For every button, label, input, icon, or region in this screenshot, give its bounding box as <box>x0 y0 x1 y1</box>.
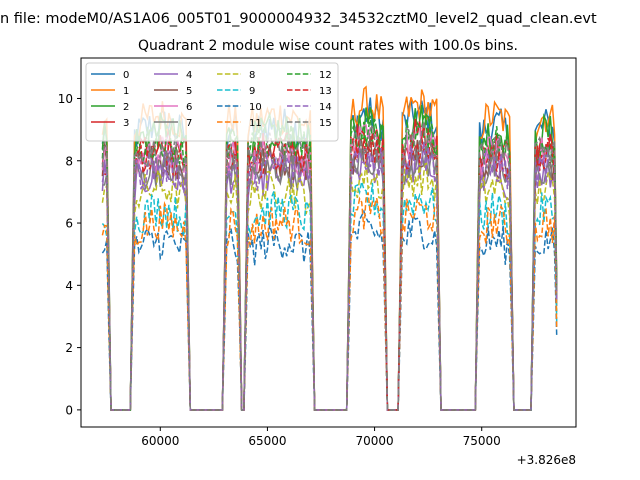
legend-label-3: 3 <box>123 118 129 129</box>
legend-label-2: 2 <box>123 102 129 113</box>
legend-label-14: 14 <box>319 102 332 113</box>
legend-label-1: 1 <box>123 86 129 97</box>
legend-label-13: 13 <box>319 86 332 97</box>
legend-label-15: 15 <box>319 118 332 129</box>
x-tick-label: 75000 <box>463 434 501 448</box>
series-line-8 <box>101 160 558 411</box>
y-axis: 0 2 4 6 8 10 <box>58 92 81 417</box>
x-axis-offset-label: +3.826e8 <box>517 453 576 467</box>
series-line-10 <box>101 209 558 411</box>
legend-label-7: 7 <box>186 118 192 129</box>
y-tick-label: 8 <box>65 154 73 168</box>
legend-label-0: 0 <box>123 70 129 81</box>
y-tick-label: 2 <box>65 341 73 355</box>
series-line-7 <box>102 140 558 411</box>
chart-title: Quadrant 2 module wise count rates with … <box>138 38 518 54</box>
x-tick-label: 65000 <box>248 434 286 448</box>
legend-label-4: 4 <box>186 70 192 81</box>
legend-label-5: 5 <box>186 86 192 97</box>
y-tick-label: 0 <box>65 403 73 417</box>
legend-frame <box>85 62 339 142</box>
legend-label-10: 10 <box>249 102 262 113</box>
legend-label-12: 12 <box>319 70 332 81</box>
legend-label-11: 11 <box>249 118 262 129</box>
series-line-15 <box>101 121 558 411</box>
series-lines <box>101 85 558 411</box>
legend-label-6: 6 <box>186 102 192 113</box>
y-tick-label: 4 <box>65 279 73 293</box>
x-tick-label: 70000 <box>355 434 393 448</box>
y-tick-label: 10 <box>58 92 73 106</box>
x-tick-label: 60000 <box>141 434 179 448</box>
legend-label-9: 9 <box>249 86 255 97</box>
x-axis: 60000 65000 70000 75000 <box>141 427 501 448</box>
series-line-4 <box>101 147 558 411</box>
legend-label-8: 8 <box>249 70 255 81</box>
figure-suptitle: n file: modeM0/AS1A06_005T01_9000004932_… <box>0 11 597 27</box>
y-tick-label: 6 <box>65 217 73 231</box>
plot-area-frame <box>80 57 577 428</box>
